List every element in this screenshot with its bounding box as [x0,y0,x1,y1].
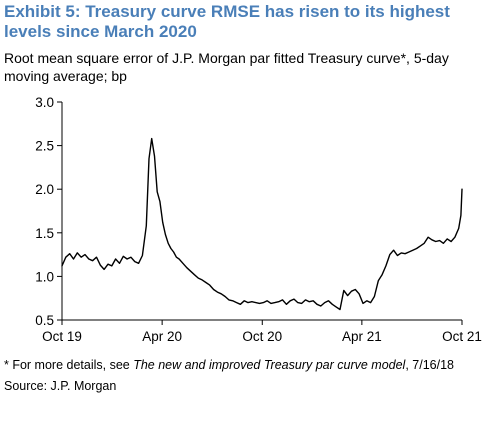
y-tick-label: 2.0 [35,182,54,197]
y-tick-label: 3.0 [35,95,54,110]
y-tick-label: 1.0 [35,269,54,284]
y-tick-label: 0.5 [35,313,54,328]
source-note: Source: J.P. Morgan [4,379,117,393]
chart-series [61,137,463,311]
x-tick-label: Apr 21 [342,329,382,344]
x-tick-label: Oct 19 [42,329,82,344]
chart-ticks: 0.5 1.0 1.5 2.0 2.5 3.0 Oct 19 Apr 20 Oct 20 Apr … [35,95,482,344]
x-tick-label: Oct 21 [442,329,482,344]
x-tick-label: Oct 20 [242,329,282,344]
chart-subtitle: Root mean square error of J.P. Morgan pa… [4,50,449,84]
chart-axes [61,102,462,321]
chart-title: Exhibit 5: Treasury curve RMSE has risen… [4,2,450,41]
y-tick-label: 2.5 [35,139,54,154]
y-tick-label: 1.5 [35,226,54,241]
x-tick-label: Apr 20 [142,329,182,344]
footnote-prefix: * For more details, see [4,358,134,372]
footnote-suffix: , 7/16/18 [405,358,454,372]
rmse-line [61,137,463,311]
footnote-reference: The new and improved Treasury par curve … [133,358,406,372]
footnote: * For more details, see The new and impr… [4,357,496,373]
